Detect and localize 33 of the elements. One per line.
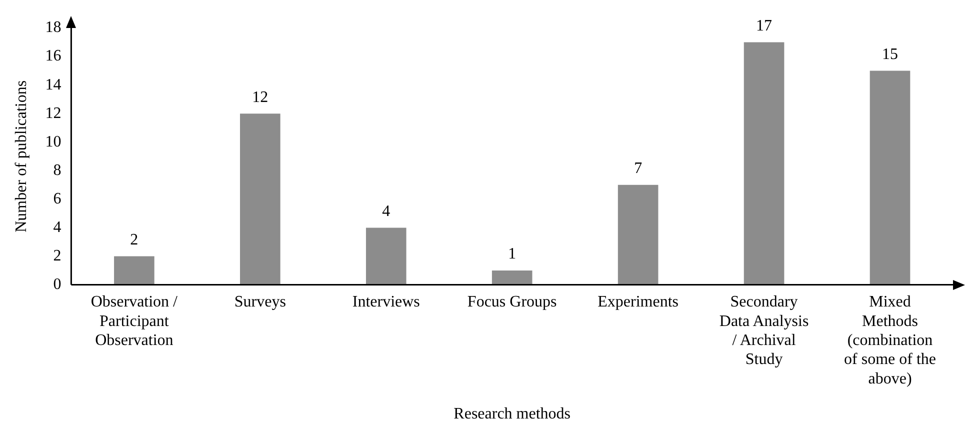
y-axis-title: Number of publications xyxy=(12,80,30,232)
x-tick-label: Surveys xyxy=(234,294,286,311)
y-tick-label: 2 xyxy=(53,247,62,264)
bar xyxy=(366,228,406,285)
y-tick-label: 12 xyxy=(45,104,62,122)
y-tick-label: 14 xyxy=(45,76,62,94)
y-tick-label: 0 xyxy=(53,276,62,294)
y-tick-label: 8 xyxy=(53,162,62,179)
data-label: 4 xyxy=(382,202,390,220)
x-tick-label: Observation / Participant Observation xyxy=(90,294,178,350)
bar xyxy=(744,42,784,285)
y-tick-label: 18 xyxy=(45,19,62,36)
bar xyxy=(492,270,532,285)
y-tick-label: 16 xyxy=(45,48,62,65)
data-label: 7 xyxy=(634,160,642,178)
x-tick-label: Interviews xyxy=(352,294,420,311)
y-tick-label: 10 xyxy=(45,133,62,150)
y-tick-label: 4 xyxy=(53,218,62,236)
x-tick-label: Focus Groups xyxy=(467,294,557,311)
bar xyxy=(114,256,154,285)
data-label: 2 xyxy=(130,231,138,248)
x-tick-label: Experiments xyxy=(598,294,679,311)
x-tick-label: Secondary Data Analysis / Archival Study xyxy=(719,294,809,368)
bar xyxy=(240,114,280,285)
data-label: 17 xyxy=(756,17,772,34)
y-tick-label: 6 xyxy=(53,190,62,208)
data-label: 1 xyxy=(508,246,516,263)
bar xyxy=(870,70,910,285)
x-tick-label: Mixed Methods (combination of some of the above) xyxy=(844,294,936,388)
data-label: 12 xyxy=(252,88,268,106)
bar xyxy=(618,184,658,285)
x-axis-title: Research methods xyxy=(454,406,571,423)
data-label: 15 xyxy=(882,46,898,64)
